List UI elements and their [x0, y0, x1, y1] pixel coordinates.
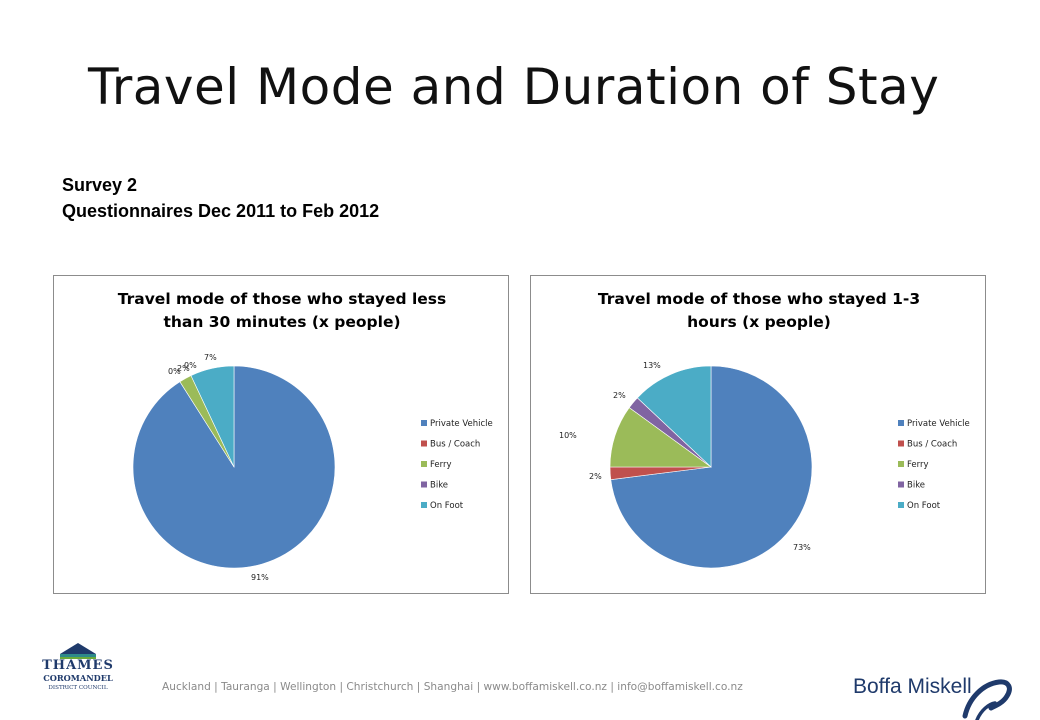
logo-band-top	[60, 643, 96, 654]
legend-label-bus-coach: Bus / Coach	[430, 440, 480, 450]
logo-band-low	[60, 657, 96, 659]
slide-title: Travel Mode and Duration of Stay	[88, 58, 940, 116]
chart-title-line: hours (x people)	[687, 313, 831, 331]
legend-label-ferry: Ferry	[907, 460, 929, 470]
logo-band-mid	[60, 654, 96, 657]
legend-swatch-bike	[421, 481, 427, 488]
pie-chart-right: Travel mode of those who stayed 1-3 hours…	[559, 290, 970, 569]
data-label-bike: 2%	[613, 391, 626, 400]
legend-label-on-foot: On Foot	[907, 501, 941, 511]
data-label-bus-coach: 0%	[168, 367, 181, 376]
council-logo-line1: THAMES	[42, 658, 114, 673]
legend-label-bus-coach: Bus / Coach	[907, 440, 957, 450]
legend-label-on-foot: On Foot	[430, 501, 464, 511]
data-label-on-foot: 13%	[643, 361, 661, 370]
data-label-on-foot: 7%	[204, 353, 217, 362]
legend-swatch-private-vehicle	[898, 420, 904, 426]
legend-swatch-ferry	[898, 461, 904, 467]
chart-title-line: Travel mode of those who stayed less	[118, 290, 447, 308]
legend-label-ferry: Ferry	[430, 460, 452, 470]
legend-label-bike: Bike	[907, 481, 925, 491]
pie-slice-on-foot	[636, 365, 712, 468]
legend-label-private-vehicle: Private Vehicle	[430, 419, 493, 429]
chart-title-line: Travel mode of those who stayed 1-3	[598, 290, 920, 308]
pie-slice-on-foot	[190, 365, 235, 468]
legend-swatch-bike	[898, 481, 904, 488]
council-logo-line2: COROMANDEL	[43, 673, 113, 683]
data-label-ferry: 2%	[177, 364, 190, 373]
data-label-bus-coach: 2%	[589, 472, 602, 481]
legend-swatch-on-foot	[421, 502, 427, 508]
legend-swatch-ferry	[421, 461, 427, 467]
data-label-private-vehicle: 91%	[251, 573, 269, 582]
legend-label-bike: Bike	[430, 481, 448, 491]
chart-1-3-hours: Travel mode of those who stayed 1-3 hours…	[530, 275, 986, 594]
council-logo-line3: DISTRICT COUNCIL	[48, 685, 108, 691]
thames-coromandel-logo: THAMES COROMANDEL DISTRICT COUNCIL	[38, 640, 118, 712]
chart-less-than-30-minutes: Travel mode of those who stayed less than…	[53, 275, 509, 594]
pie-chart-left: Travel mode of those who stayed less than…	[118, 290, 493, 582]
legend-swatch-bus-coach	[898, 440, 904, 447]
chart-title-line: than 30 minutes (x people)	[163, 313, 400, 331]
legend-swatch-bus-coach	[421, 440, 427, 447]
council-logo-emblem	[60, 643, 96, 659]
survey-period: Questionnaires Dec 2011 to Feb 2012	[62, 201, 380, 221]
data-label-ferry: 10%	[559, 431, 577, 440]
legend-swatch-private-vehicle	[421, 420, 427, 426]
survey-subtitle: Survey 2 Questionnaires Dec 2011 to Feb …	[62, 172, 379, 224]
legend-swatch-on-foot	[898, 502, 904, 508]
data-label-private-vehicle: 73%	[793, 543, 811, 552]
data-label-bike: 0%	[184, 361, 197, 370]
brand-name: Boffa Miskell	[853, 675, 972, 698]
legend-label-private-vehicle: Private Vehicle	[907, 419, 970, 429]
survey-number: Survey 2	[62, 175, 138, 195]
brand-swoosh-icon	[962, 679, 1012, 720]
footer-offices: Auckland | Tauranga | Wellington | Chris…	[162, 681, 743, 693]
